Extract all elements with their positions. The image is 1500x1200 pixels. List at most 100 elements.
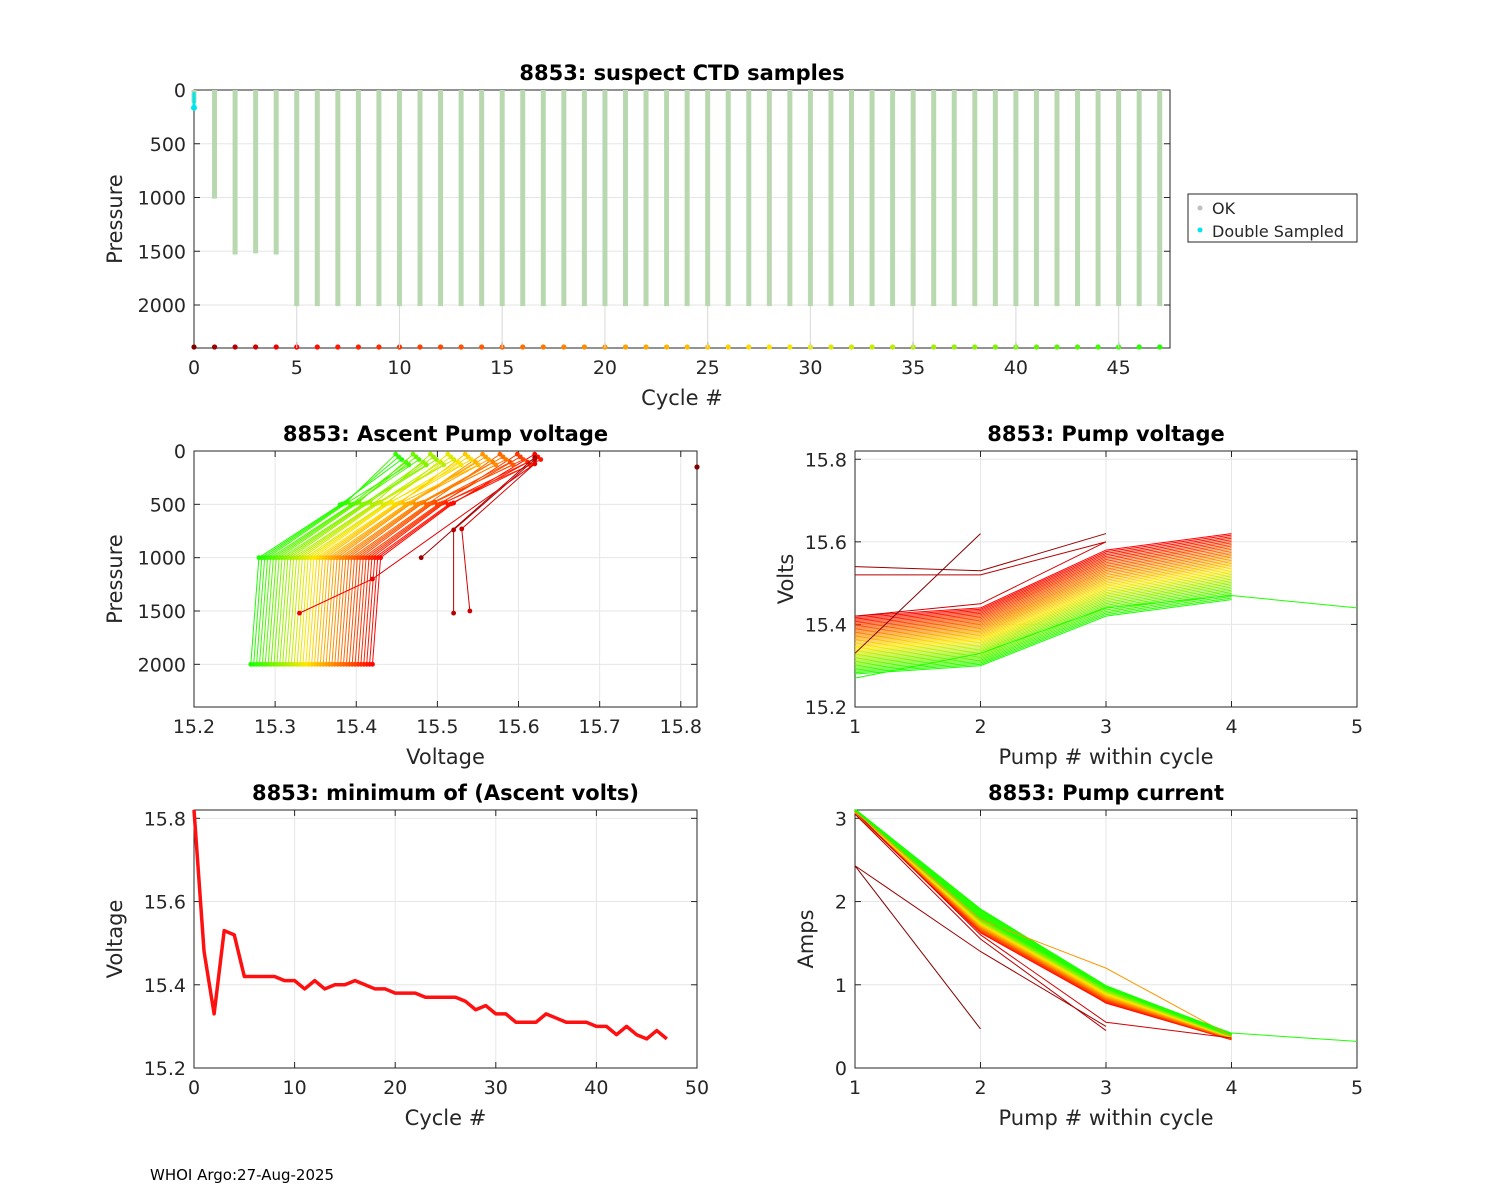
ascent-point [423,462,429,468]
ascent-early-line [461,463,536,612]
pump-current-line [854,813,1107,1031]
cycle-marker [437,344,444,350]
ascent-profile-line [316,464,479,665]
pump-current-line [854,812,1232,1040]
ascent-point [248,661,254,667]
pump-voltage-line [855,541,1107,576]
pump-current-line [854,809,1232,1037]
ascent-point [493,462,499,468]
ascent-xtick-label: 15.6 [497,716,539,738]
pumpc-xtick-label: 1 [849,1077,861,1099]
pump-voltage-line [854,584,1232,663]
ascent-point [451,610,457,616]
ascent-point [503,457,509,462]
ascent-point [399,457,405,462]
suspect-xlabel: Cycle # [641,386,723,410]
cycle-marker [890,344,896,350]
ascent-point [520,457,526,462]
pumpv-xlabel: Pump # within cycle [999,745,1214,769]
cycle-marker [417,344,423,350]
pump-voltage-line [854,540,1232,624]
ascent-point [468,457,474,462]
pump-current-line [854,811,1232,1039]
cycle-marker [355,344,361,350]
pump-current-line [854,809,1232,1037]
legend-double-marker [1197,227,1203,233]
ascent-point [451,457,457,462]
pump-voltage-line [854,539,1232,623]
ascent-point [476,462,481,468]
pump-voltage-line [854,556,1232,638]
pump-voltage-line [854,561,1232,642]
cycle-marker [725,344,731,350]
suspect-xtick-label: 20 [593,357,617,379]
pump-voltage-line [854,533,981,654]
pumpc-xtick-label: 4 [1225,1077,1237,1099]
legend: OK Double Sampled [1187,193,1358,243]
cycle-marker [581,344,588,350]
cycle-marker [972,344,978,350]
minv-axes: 0 10 20 30 40 50 15.2 15.4 15.6 15.8 8853: minimum… [103,781,709,1130]
cycle-marker [561,344,567,350]
pump-current-line [854,812,1232,1039]
minv-title: 8853: minimum of (Ascent volts) [252,781,639,805]
minv-xtick-label: 50 [685,1077,709,1099]
ascent-point [370,576,375,582]
ascent-profile-line [279,459,437,665]
pump-voltage-line [854,548,1232,631]
minv-frame [193,809,698,1069]
pump-current-line [854,811,1232,1038]
ascent-point [467,608,473,614]
pumpc-ytick-label: 0 [835,1058,847,1080]
pump-voltage-line [854,564,1232,645]
pumpv-xtick-label: 3 [1100,716,1112,738]
suspect-ytick-label: 1000 [138,188,186,210]
pump-voltage-line [854,545,1232,628]
pumpv-ytick-label: 15.2 [805,697,847,719]
pump-voltage-line [854,580,1232,658]
cycle-marker [746,344,752,350]
pumpv-xtick-label: 4 [1225,716,1237,738]
pump-voltage-line [854,542,1232,625]
pump-current-line [854,810,1232,1037]
pumpv-xtick-label: 1 [849,716,861,738]
suspect-axes: 0 5 10 15 20 25 30 35 40 45 0 500 1000 1500 2000 8853: … [103,61,1358,410]
ascent-profile-line [258,464,410,665]
pump-current-line [854,809,1232,1036]
pump-voltage-line [854,566,1232,646]
ascent-ytick-label: 0 [174,441,186,463]
cycle-marker [787,344,793,350]
ascent-point [532,461,538,467]
cycle-marker [211,344,218,350]
ascent-profile-line [290,461,441,665]
cycle-marker [684,344,690,350]
pump-current-line [854,809,1232,1037]
pump-voltage-line [854,558,1232,639]
cycle-marker [1074,344,1081,350]
pump-current-line [854,810,1232,1038]
suspect-xtick-label: 5 [291,357,303,379]
pump-voltage-line [854,578,1232,657]
pump-voltage-line [854,551,1232,634]
pump-current-line [854,809,1232,1038]
pump-current-line [854,809,1232,1038]
ascent-profile-line [270,453,414,665]
cycle-marker [458,344,464,350]
cycle-marker [1136,344,1142,350]
pumpv-ylabel: Volts [774,554,798,605]
pump-current-line [854,811,1232,1037]
pump-voltage-line [854,555,1232,636]
suspect-xtick-label: 30 [798,357,822,379]
pump-current-line [854,811,1232,1039]
suspect-ytick-label: 2000 [138,295,186,317]
pump-voltage-line [854,553,1232,635]
ascent-profile-line [340,456,504,665]
ascent-profile-line [256,453,397,665]
cycle-marker [992,344,998,350]
ascent-profile-line [334,461,494,665]
ascent-profile-line [328,453,483,665]
suspect-xtick-label: 35 [901,357,925,379]
pumpv-title: 8853: Pump voltage [987,422,1225,446]
